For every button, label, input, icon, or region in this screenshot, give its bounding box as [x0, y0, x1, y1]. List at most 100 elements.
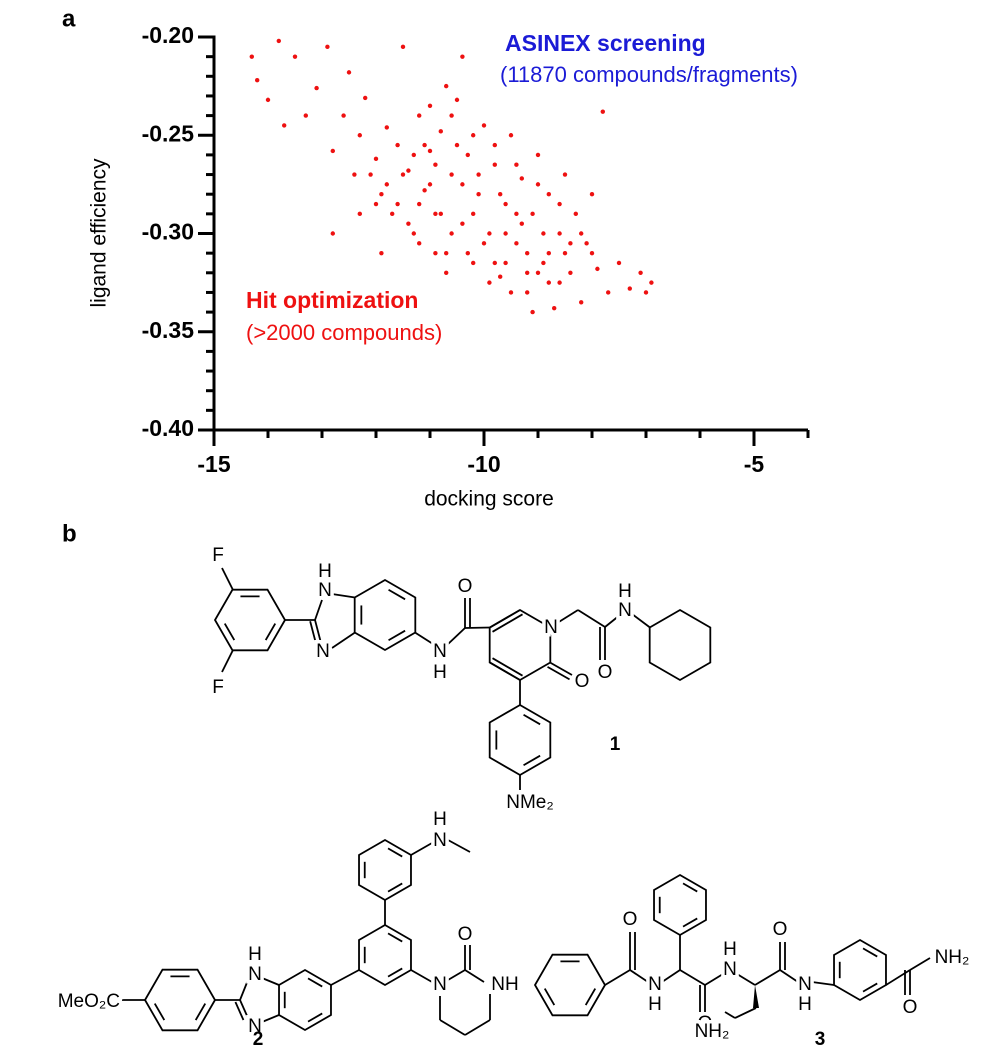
bond: [447, 839, 471, 853]
atom-label: NH₂: [935, 947, 970, 968]
scatter-point: [589, 250, 595, 256]
bond: [661, 969, 681, 983]
scatter-point: [276, 38, 281, 44]
y-tick-label: -0.35: [142, 317, 195, 343]
scatter-point: [411, 152, 416, 158]
scatter-point: [546, 250, 551, 256]
scatter-point: [330, 148, 335, 154]
bond: [410, 842, 433, 856]
scatter-point: [454, 97, 460, 103]
scatter-point: [373, 156, 379, 162]
bond: [314, 619, 322, 644]
atom-label: N: [316, 641, 330, 662]
y-tick-label: -0.20: [142, 22, 194, 48]
scatter-point: [465, 250, 470, 256]
scatter-point: [562, 172, 568, 177]
y-tick-label: -0.30: [142, 219, 194, 245]
bond: [261, 977, 280, 986]
atom-label: H: [798, 994, 812, 1015]
bond: [523, 754, 541, 767]
bond: [234, 1001, 245, 1021]
annotation: (11870 compounds/fragments): [500, 62, 798, 87]
bond: [736, 973, 756, 986]
scatter-point: [492, 260, 497, 266]
bond: [221, 649, 234, 673]
atom-label: O: [598, 662, 613, 683]
atom-label: N: [248, 964, 262, 985]
scatter-point: [535, 270, 541, 275]
atom-label: N: [248, 1016, 262, 1037]
bond: [779, 969, 799, 983]
scatter-point: [346, 70, 352, 75]
bond: [577, 609, 606, 628]
scatter-point: [330, 231, 335, 236]
scatter-point: [546, 192, 551, 197]
scatter-point: [314, 85, 319, 91]
scatter-point: [530, 211, 535, 217]
ring: [213, 588, 287, 652]
bond: [682, 882, 698, 893]
bond: [629, 969, 649, 983]
scatter-point: [503, 260, 508, 266]
scatter-point: [411, 231, 416, 236]
bond: [631, 613, 651, 629]
ring: [143, 968, 217, 1032]
bond: [489, 609, 521, 629]
scatter-point: [406, 221, 411, 226]
scatter-point: [535, 152, 541, 158]
bond: [464, 969, 485, 983]
scatter-point: [514, 241, 519, 246]
scatter-point: [400, 44, 406, 50]
bond: [862, 947, 878, 958]
bond: [194, 1003, 207, 1021]
scatter-point: [395, 142, 400, 148]
bond: [464, 626, 491, 629]
bond: [543, 988, 556, 1006]
bond: [239, 999, 249, 1019]
bond: [387, 882, 403, 893]
scatter-point: [552, 305, 557, 311]
atom-label: O: [903, 997, 918, 1018]
bond: [223, 623, 236, 641]
scatter-point: [449, 231, 454, 236]
scatter-point: [460, 221, 465, 226]
scatter-point: [379, 250, 384, 256]
scatter-point: [433, 250, 438, 256]
atom-label: NH: [491, 974, 518, 995]
bond: [388, 629, 406, 642]
scatter-point: [427, 182, 433, 187]
scatter-point: [471, 211, 476, 217]
scatter-point: [373, 201, 379, 207]
scatter-point: [557, 201, 562, 207]
atom-label: O: [623, 909, 638, 930]
scatter-point: [454, 142, 460, 148]
atom-label: H: [433, 662, 447, 683]
scatter-point: [400, 172, 406, 177]
scatter-point: [363, 95, 368, 101]
scatter-point: [292, 54, 298, 59]
bond: [446, 627, 466, 646]
atom-label: NMe₂: [506, 792, 554, 813]
scatter-point: [438, 211, 443, 217]
bond: [523, 713, 541, 726]
scatter-point: [627, 286, 632, 291]
bond: [547, 666, 570, 681]
bond: [410, 969, 433, 983]
bond: [734, 1007, 757, 1019]
scatter-point: [265, 97, 271, 103]
bond: [492, 613, 523, 633]
bond: [314, 599, 323, 621]
scatter-point: [427, 148, 433, 154]
bond: [307, 977, 323, 988]
bond: [447, 969, 466, 981]
ring: [833, 938, 887, 1002]
atom-label: H: [248, 944, 262, 965]
scatter-point: [541, 231, 546, 236]
scatter-point: [341, 113, 346, 118]
bond: [414, 631, 434, 645]
atom-label: NH₂: [695, 1021, 730, 1042]
annotation: (>2000 compounds): [246, 320, 442, 345]
compound-label: 1: [610, 734, 621, 755]
scatter-point: [417, 241, 422, 246]
